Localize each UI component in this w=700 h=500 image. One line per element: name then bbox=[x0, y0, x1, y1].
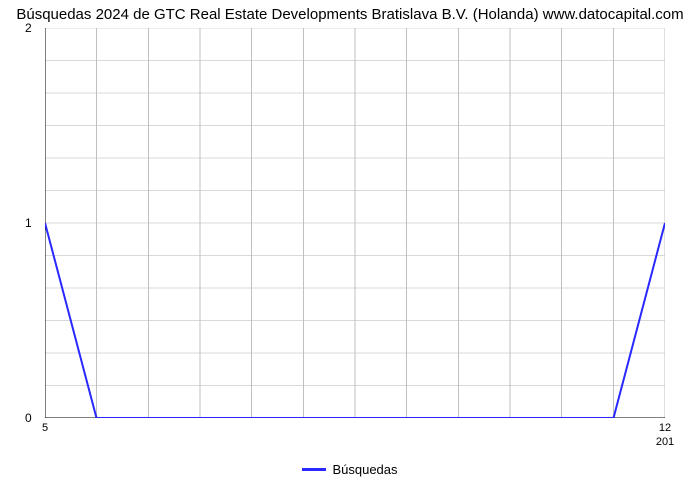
chart-title: Búsquedas 2024 de GTC Real Estate Develo… bbox=[0, 6, 700, 23]
x-tick-label: 12 bbox=[659, 422, 671, 434]
plot-svg bbox=[45, 28, 665, 418]
x-tick-label: 5 bbox=[42, 422, 48, 434]
y-tick-label: 0 bbox=[25, 411, 32, 425]
x-axis-caption: 201 bbox=[656, 436, 674, 448]
y-tick-label: 1 bbox=[25, 216, 32, 230]
plot-area bbox=[45, 28, 665, 418]
legend-label: Búsquedas bbox=[332, 462, 397, 477]
legend: Búsquedas bbox=[0, 458, 700, 477]
chart-container: { "chart": { "type": "line", "title": "B… bbox=[0, 0, 700, 500]
legend-item: Búsquedas bbox=[302, 462, 397, 477]
legend-swatch bbox=[302, 468, 326, 471]
y-tick-label: 2 bbox=[25, 21, 32, 35]
